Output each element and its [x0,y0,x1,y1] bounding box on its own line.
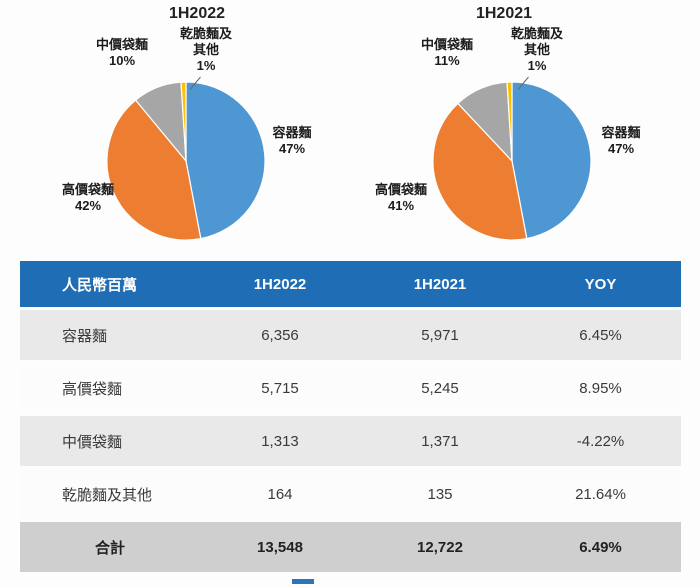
pie-label-text: 乾脆麵及其他 [179,26,232,57]
pie-label-text: 容器麵 [601,125,641,140]
total-value-2022: 13,548 [257,538,303,556]
row-value-2022: 6,356 [261,326,299,344]
revenue-table: 人民幣百萬 1H2022 1H2021 YOY 容器麵 6,356 5,971 … [20,261,681,572]
pie-label-text: 高價袋麵 [374,182,427,197]
table-row: 容器麵 6,356 5,971 6.45% [20,310,681,360]
pie-label-dry-noodles: 乾脆麵及其他 1% [178,26,234,74]
row-value-2021: 5,971 [421,326,459,344]
row-value-2021: 1,371 [421,432,459,450]
chart-title: 1H2022 [168,5,226,22]
row-label: 容器麵 [62,327,108,345]
pie-label-mid-price-bag: 中價袋麵 10% [72,37,172,69]
row-label: 乾脆麵及其他 [62,486,153,504]
pie-slice [511,81,592,240]
row-value-2022: 5,715 [261,379,299,397]
pie-label-container-noodles: 容器麵 47% [581,125,661,157]
pie-graphic [106,81,266,241]
pie-slice [180,81,187,162]
pie-chart-1h2022: 1H2022 乾脆麵及其他 1% 中價袋麵 10% 容器麵 47% 高價袋麵 4… [15,0,350,258]
row-value-yoy: 6.45% [579,326,622,344]
page-footer-dash [292,579,314,584]
pie-slice [106,99,202,241]
pie-label-text: 容器麵 [272,125,312,140]
pie-label-pct: 41% [387,198,415,213]
pie-label-pct: 1% [196,58,216,73]
row-label: 高價袋麵 [62,380,123,398]
header-1h2021: 1H2021 [413,275,467,293]
pie-label-pct: 1% [527,58,547,73]
pie-slice [506,81,513,162]
pie-label-text: 乾脆麵及其他 [510,26,563,57]
table-header-row: 人民幣百萬 1H2022 1H2021 YOY [20,261,681,307]
total-label: 合計 [94,539,125,557]
pie-label-pct: 10% [108,53,136,68]
pie-slice [185,81,266,240]
header-currency-unit: 人民幣百萬 [62,276,138,294]
total-value-yoy: 6.49% [579,538,622,556]
pie-label-text: 中價袋麵 [95,37,148,52]
pie-label-container-noodles: 容器麵 47% [252,125,332,157]
row-value-2021: 5,245 [421,379,459,397]
row-value-yoy: 21.64% [575,485,626,503]
pie-label-pct: 47% [607,141,635,156]
pie-slice [432,102,528,241]
row-value-2021: 135 [427,485,453,503]
pie-label-pct: 47% [278,141,306,156]
chart-title: 1H2021 [475,5,533,22]
row-value-2022: 1,313 [261,432,299,450]
header-1h2022: 1H2022 [253,275,307,293]
table-total-row: 合計 13,548 12,722 6.49% [20,522,681,572]
row-value-yoy: 8.95% [579,379,622,397]
header-yoy: YOY [584,275,617,293]
pie-label-text: 中價袋麵 [420,37,473,52]
table-row: 高價袋麵 5,715 5,245 8.95% [20,363,681,413]
pie-label-pct: 42% [74,198,102,213]
row-value-yoy: -4.22% [576,432,625,450]
pie-charts-section: 1H2022 乾脆麵及其他 1% 中價袋麵 10% 容器麵 47% 高價袋麵 4… [0,0,700,258]
pie-label-text: 高價袋麵 [61,182,114,197]
table-row: 中價袋麵 1,313 1,371 -4.22% [20,416,681,466]
pie-label-high-price-bag: 高價袋麵 41% [356,182,446,214]
row-label: 中價袋麵 [62,433,123,451]
pie-label-dry-noodles: 乾脆麵及其他 1% [509,26,565,74]
total-value-2021: 12,722 [417,538,463,556]
table-row: 乾脆麵及其他 164 135 21.64% [20,469,681,519]
row-value-2022: 164 [267,485,293,503]
pie-graphic [432,81,592,241]
pie-label-mid-price-bag: 中價袋麵 11% [397,37,497,69]
pie-label-pct: 11% [434,53,460,68]
pie-label-high-price-bag: 高價袋麵 42% [43,182,133,214]
pie-chart-1h2021: 1H2021 乾脆麵及其他 1% 中價袋麵 11% 容器麵 47% 高價袋麵 4… [350,0,685,258]
